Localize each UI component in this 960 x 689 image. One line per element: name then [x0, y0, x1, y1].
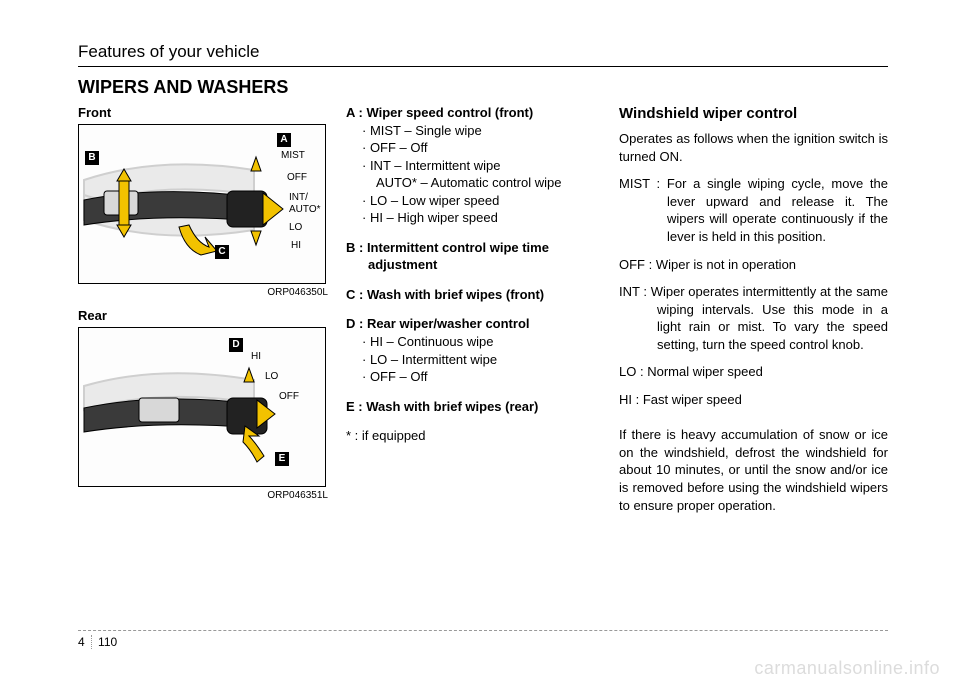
def-off: OFF : Wiper is not in operation	[619, 256, 888, 274]
a-item-5: · HI – High wiper speed	[346, 209, 601, 227]
a-item-1: · OFF – Off	[346, 139, 601, 157]
def-hi: HI : Fast wiper speed	[619, 391, 888, 409]
e-heading: E : Wash with brief wipes (rear)	[346, 398, 601, 416]
def-mist-text: For a single wiping cycle, move the leve…	[667, 176, 888, 244]
figure-rear: D E HI LO OFF	[78, 327, 326, 487]
label-mist: MIST	[281, 149, 305, 163]
figure-rear-code: ORP046351L	[78, 489, 328, 503]
figure-front-code: ORP046350L	[78, 286, 328, 300]
a-item-0: · MIST – Single wipe	[346, 122, 601, 140]
d-item-2: · OFF – Off	[346, 368, 601, 386]
page-header: Features of your vehicle	[78, 42, 888, 67]
footnote: * : if equipped	[346, 427, 601, 445]
def-lo-text: Normal wiper speed	[647, 364, 763, 379]
column-description: Windshield wiper control Operates as fol…	[619, 104, 888, 524]
label-r-hi: HI	[251, 350, 261, 364]
d-heading: D : Rear wiper/washer control	[346, 315, 601, 333]
a-heading: A : Wiper speed control (front)	[346, 104, 601, 122]
column-controls: A : Wiper speed control (front) · MIST –…	[346, 104, 601, 524]
def-lo-term: LO :	[619, 364, 644, 379]
tag-e: E	[275, 452, 289, 466]
label-r-off: OFF	[279, 390, 299, 404]
tag-b: B	[85, 151, 99, 165]
def-off-text: Wiper is not in operation	[656, 257, 796, 272]
a-item-2: · INT – Intermittent wipe	[346, 157, 601, 175]
def-mist: MIST : For a single wiping cycle, move t…	[619, 175, 888, 245]
tag-c: C	[215, 245, 229, 259]
def-int-term: INT :	[619, 284, 647, 299]
tag-d: D	[229, 338, 243, 352]
b-heading: B : Intermittent control wipe time adjus…	[346, 239, 601, 274]
label-lo: LO	[289, 221, 302, 235]
def-int-text: Wiper operates intermittently at the sam…	[651, 284, 888, 352]
page-footer: 4 110	[78, 630, 888, 649]
def-mist-term: MIST :	[619, 176, 660, 191]
page-number: 110	[91, 635, 117, 649]
def-off-term: OFF :	[619, 257, 652, 272]
label-hi: HI	[291, 239, 301, 253]
a-item-3: AUTO* – Automatic control wipe	[346, 174, 601, 192]
def-lo: LO : Normal wiper speed	[619, 363, 888, 381]
a-item-4: · LO – Low wiper speed	[346, 192, 601, 210]
def-hi-text: Fast wiper speed	[643, 392, 742, 407]
rear-label: Rear	[78, 307, 328, 325]
d-item-1: · LO – Intermittent wipe	[346, 351, 601, 369]
figure-front: A B C MIST OFF INT/ AUTO* LO HI	[78, 124, 326, 284]
column-figures: Front	[78, 104, 328, 524]
watermark: carmanualsonline.info	[754, 658, 940, 679]
intro-text: Operates as follows when the igni­tion s…	[619, 130, 888, 165]
def-hi-term: HI :	[619, 392, 639, 407]
tag-a: A	[277, 133, 291, 147]
windshield-heading: Windshield wiper control	[619, 104, 888, 124]
def-int: INT : Wiper operates intermittently at t…	[619, 283, 888, 353]
label-r-lo: LO	[265, 370, 278, 384]
label-off: OFF	[287, 171, 307, 185]
section-title: WIPERS AND WASHERS	[78, 77, 888, 98]
chapter-number: 4	[78, 635, 85, 649]
closing-text: If there is heavy accumulation of snow o…	[619, 426, 888, 514]
c-heading: C : Wash with brief wipes (front)	[346, 286, 601, 304]
front-label: Front	[78, 104, 328, 122]
d-item-0: · HI – Continuous wipe	[346, 333, 601, 351]
label-auto: AUTO*	[289, 203, 321, 217]
